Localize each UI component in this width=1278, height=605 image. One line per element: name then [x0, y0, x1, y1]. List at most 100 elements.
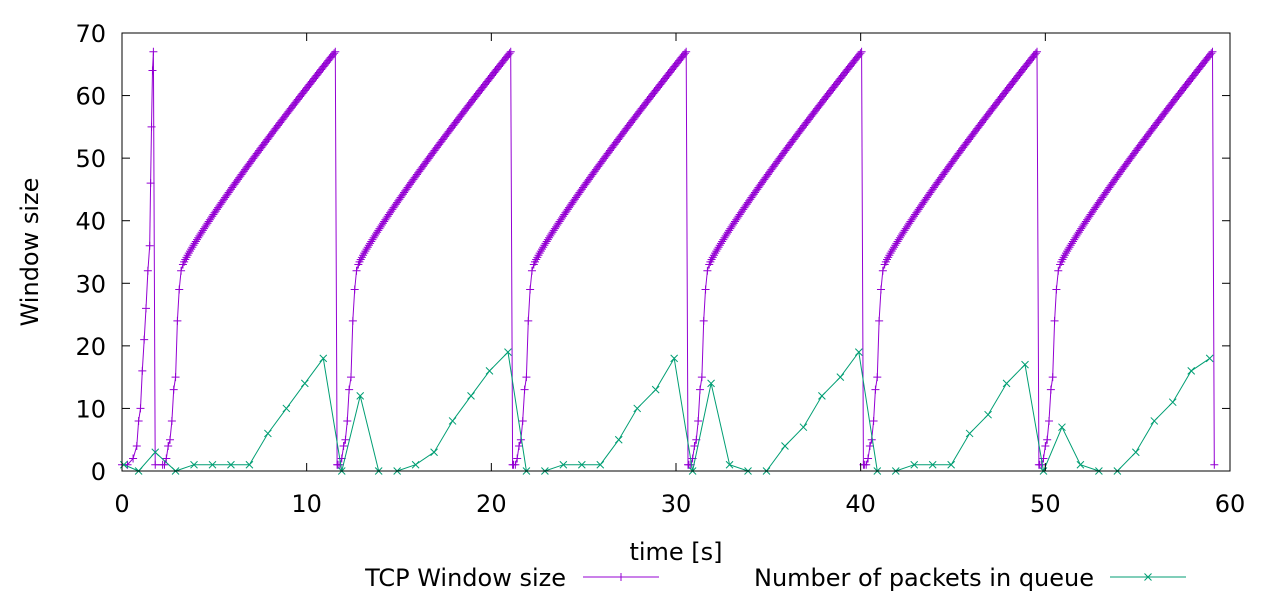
- series-queue-point: [633, 404, 642, 413]
- y-tick-label: 30: [75, 270, 106, 298]
- series-tcp-window-point: [348, 316, 357, 325]
- series-tcp-window-point: [151, 460, 160, 469]
- y-tick-label: 10: [75, 395, 106, 423]
- series-tcp-window-point: [703, 266, 712, 275]
- series-tcp-window: [118, 47, 1219, 469]
- series-queue-point: [1058, 423, 1066, 432]
- series-queue-point: [430, 448, 438, 457]
- series-queue-point: [504, 348, 512, 356]
- series-queue-point: [208, 460, 217, 469]
- series-tcp-window-point: [694, 416, 703, 425]
- series-tcp-window-point: [331, 47, 340, 56]
- x-tick-label: 0: [114, 490, 129, 518]
- y-tick-label: 0: [91, 458, 106, 486]
- series-tcp-window-point: [862, 460, 871, 469]
- series-tcp-window-point: [871, 385, 880, 394]
- series-tcp-window-point: [1207, 49, 1216, 58]
- series-queue-point: [596, 460, 605, 469]
- series-queue-point: [1150, 417, 1159, 425]
- series-tcp-window-point: [352, 266, 361, 275]
- legend-swatch-marker: [1144, 573, 1152, 581]
- series-tcp-window-point: [535, 249, 544, 258]
- series-tcp-window-point: [505, 49, 514, 58]
- series-tcp-window-point: [857, 47, 866, 56]
- series-tcp-window-point: [177, 266, 186, 275]
- series-queue-point: [227, 460, 235, 469]
- series-tcp-window-point: [184, 249, 193, 258]
- series-queue-point: [854, 348, 863, 356]
- series-tcp-window-point: [360, 249, 369, 258]
- series-queue-point: [1076, 460, 1085, 469]
- series-tcp-window-point: [856, 49, 865, 58]
- y-axis-label: Window size: [16, 178, 44, 327]
- series-queue-point: [467, 392, 475, 400]
- series-tcp-window-point: [149, 47, 158, 56]
- series-tcp-window-point: [511, 460, 520, 469]
- series-tcp-window-point: [696, 385, 705, 394]
- series-tcp-window-point: [878, 266, 887, 275]
- series-queue-point: [1205, 354, 1214, 363]
- y-tick-label: 60: [75, 83, 106, 111]
- x-axis-label: time [s]: [629, 538, 722, 566]
- series-tcp-window-point: [173, 316, 182, 325]
- y-tick-label: 70: [75, 20, 106, 48]
- series-tcp-window-point: [1045, 416, 1054, 425]
- series-queue-point: [707, 379, 715, 388]
- series-tcp-window-point: [515, 441, 524, 450]
- series-queue-point: [947, 460, 956, 469]
- series-tcp-window-point: [886, 249, 895, 258]
- series-tcp-window-point: [526, 285, 535, 294]
- series-tcp-window-point: [350, 285, 359, 294]
- series-tcp-window-line: [122, 50, 1215, 466]
- series-tcp-window-point: [182, 253, 191, 262]
- series-tcp-window-point: [709, 251, 718, 260]
- series-queue-point: [1002, 379, 1011, 388]
- x-tick-label: 50: [1030, 490, 1061, 518]
- series-tcp-window-point: [885, 251, 894, 260]
- series-queue-point: [264, 429, 272, 438]
- series-tcp-window-point: [699, 316, 708, 325]
- series-tcp-window-point: [134, 416, 143, 425]
- series-tcp-window-point: [1061, 249, 1070, 258]
- series-queue-point: [781, 442, 789, 450]
- series-queue-point: [1131, 448, 1140, 457]
- series-tcp-window-point: [138, 366, 147, 375]
- series-queue-point: [614, 435, 623, 444]
- y-tick-label: 20: [75, 333, 106, 361]
- series-tcp-window-point: [164, 441, 173, 450]
- series-tcp-window-point: [160, 460, 169, 469]
- series-tcp-window-point: [146, 179, 155, 188]
- series-tcp-window-point: [884, 253, 893, 262]
- series-queue-point: [151, 448, 160, 457]
- series-tcp-window-point: [533, 253, 542, 262]
- series-tcp-window-point: [1060, 251, 1069, 260]
- series-tcp-window-point: [140, 335, 149, 344]
- series-tcp-window-point: [690, 441, 699, 450]
- series-tcp-window-point: [147, 122, 156, 131]
- series-tcp-window-point: [162, 454, 171, 463]
- series-tcp-window-point: [697, 373, 706, 382]
- series-queue-point: [965, 429, 974, 438]
- series-tcp-window-point: [167, 416, 176, 425]
- series-tcp-window-point: [1033, 47, 1042, 56]
- series-tcp-window-point: [711, 249, 720, 258]
- series-queue-point: [411, 460, 420, 469]
- series-queue-point: [1187, 367, 1196, 375]
- series-tcp-window-point: [701, 285, 710, 294]
- series-tcp-window-point: [506, 47, 515, 56]
- y-tick-label: 50: [75, 145, 106, 173]
- series-queue-line: [123, 350, 1210, 473]
- series-tcp-window-point: [132, 441, 141, 450]
- series-tcp-window-point: [1046, 385, 1055, 394]
- series-tcp-window-point: [145, 241, 154, 250]
- series-queue-point: [928, 460, 937, 469]
- series-tcp-window-point: [875, 316, 884, 325]
- series-queue-point: [651, 385, 660, 394]
- series-queue-point: [799, 423, 808, 432]
- series-tcp-window-point: [346, 373, 355, 382]
- series-tcp-window-point: [680, 49, 689, 58]
- series-tcp-window-point: [1050, 316, 1059, 325]
- series-tcp-window-point: [1041, 441, 1050, 450]
- series-queue-point: [319, 354, 328, 363]
- series-queue-point: [1021, 360, 1029, 369]
